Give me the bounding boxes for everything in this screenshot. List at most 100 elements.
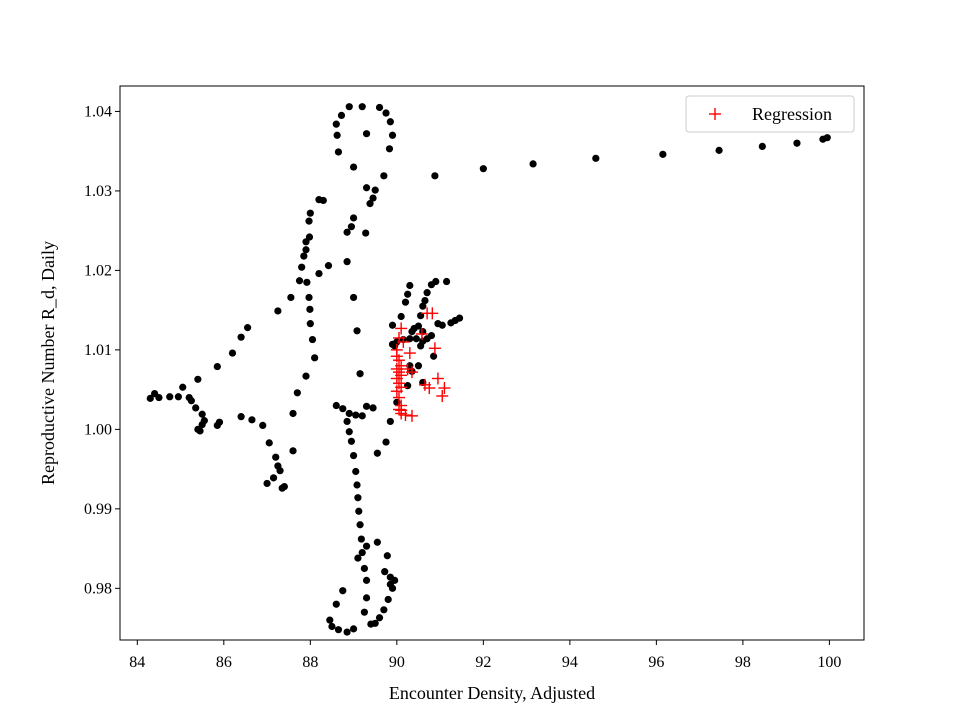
data-point [356,521,364,529]
data-point [237,333,245,341]
data-point [358,548,366,557]
data-point [326,616,334,624]
data-point [380,606,388,614]
data-point [166,393,174,401]
data-point [343,628,351,636]
data-point [196,427,204,435]
regression-point [415,327,428,340]
x-tick-label: 84 [129,654,145,671]
data-point [278,484,286,492]
data-point [356,370,364,378]
data-point [324,262,333,270]
data-point [406,335,414,343]
data-point [305,293,313,302]
data-point [315,196,323,204]
data-point [357,535,365,543]
data-point [362,542,371,550]
data-point [174,393,182,401]
plot-frame [119,85,865,641]
data-point [179,383,187,391]
data-point [334,626,343,634]
data-point [269,474,278,482]
data-point [375,103,384,112]
data-point [819,135,827,143]
x-tick-label: 96 [648,654,664,671]
data-point [401,298,410,306]
data-point [354,554,362,562]
data-point [529,160,537,168]
data-point [332,120,340,128]
regression-point [436,389,449,402]
data-point [386,118,394,126]
x-tick-label: 86 [216,654,232,671]
x-axis-label: Encounter Density, Adjusted [389,683,595,703]
y-axis-ticks: 0.98 0.99 1.00 1.01 1.02 1.03 1.04 [84,103,120,597]
data-point [151,390,159,398]
data-point [332,401,340,410]
data-point [295,277,304,285]
data-point [388,321,397,329]
data-point [382,109,390,117]
data-point [306,305,314,313]
regression-point [395,404,408,417]
data-point [265,439,273,447]
x-tick-label: 100 [817,654,841,671]
y-axis-label: Reproductive Number R_d, Daily [38,241,58,485]
data-point [187,397,195,405]
data-point [192,404,200,412]
data-point [388,340,397,348]
data-point [274,307,282,315]
legend-regression-marker [709,108,721,120]
regression-point [397,335,410,348]
data-point [345,409,353,418]
regression-point [390,372,403,385]
data-point [349,451,358,460]
data-point [455,314,464,322]
y-tick-label: 1.01 [84,342,112,359]
data-point [382,438,390,446]
regression-point [390,385,403,398]
data-point [373,449,381,457]
regression-point [431,372,444,385]
data-point [345,103,353,111]
data-point [388,584,397,592]
regression-point [428,342,441,355]
data-point [349,214,358,222]
legend: Regression [685,95,855,133]
y-tick-label: 0.99 [84,501,112,518]
regression-point [393,391,405,404]
data-point [419,302,427,310]
data-point [367,620,375,628]
data-point [198,420,206,429]
y-tick-label: 1.02 [84,262,112,279]
data-point [360,564,368,573]
data-point [793,139,801,147]
data-point [414,362,423,370]
data-point [353,327,361,335]
data-point [386,417,394,426]
y-tick-label: 1.04 [84,103,112,120]
data-point [355,507,363,515]
data-point [383,552,391,560]
data-point [345,428,353,436]
data-point [431,172,439,180]
data-point [300,252,308,260]
data-point [306,209,314,217]
data-point [248,416,256,424]
regression-point [423,382,436,395]
data-point [438,321,446,329]
data-point [381,568,389,576]
x-tick-label: 88 [302,654,318,671]
data-point [715,146,723,154]
data-point [228,349,237,357]
data-point [423,289,431,297]
regression-point [403,347,416,360]
data-point [306,320,314,328]
data-point [362,184,371,192]
data-point [213,362,221,371]
data-point [305,217,313,225]
data-point [272,453,280,461]
data-point [349,625,358,633]
